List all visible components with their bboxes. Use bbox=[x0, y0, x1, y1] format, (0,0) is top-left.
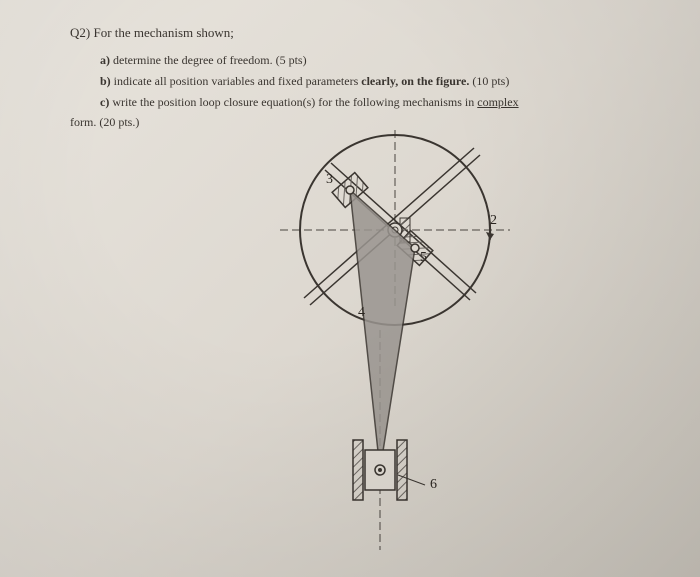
part-form: form. (20 pts.) bbox=[70, 115, 650, 130]
label-5: 5 bbox=[420, 250, 427, 266]
part-c-underline: complex bbox=[477, 95, 518, 109]
label-2: 2 bbox=[490, 213, 497, 229]
part-b-label: b) bbox=[100, 74, 111, 88]
label-3: 3 bbox=[326, 172, 333, 188]
part-b: b) indicate all position variables and f… bbox=[100, 72, 650, 91]
part-c: c) write the position loop closure equat… bbox=[100, 93, 650, 112]
question-parts: a) determine the degree of freedom. (5 p… bbox=[70, 51, 650, 113]
mechanism-diagram: 2 3 4 5 6 bbox=[240, 130, 520, 560]
part-a-label: a) bbox=[100, 53, 110, 67]
part-a-text: determine the degree of freedom. (5 pts) bbox=[113, 53, 307, 67]
part-b-pre: indicate all position variables and fixe… bbox=[114, 74, 362, 88]
part-b-post: (10 pts) bbox=[469, 74, 509, 88]
question-header: Q2) For the mechanism shown; bbox=[70, 25, 650, 41]
question-intro: For the mechanism shown; bbox=[93, 25, 233, 40]
part-c-label: c) bbox=[100, 95, 109, 109]
part-b-bold: clearly, on the figure. bbox=[361, 74, 469, 88]
part-c-pre: write the position loop closure equation… bbox=[112, 95, 477, 109]
diagram-svg bbox=[240, 130, 520, 560]
label-6: 6 bbox=[430, 477, 437, 493]
question-number: Q2) bbox=[70, 25, 90, 40]
part-a: a) determine the degree of freedom. (5 p… bbox=[100, 51, 650, 70]
label-4: 4 bbox=[358, 305, 365, 321]
